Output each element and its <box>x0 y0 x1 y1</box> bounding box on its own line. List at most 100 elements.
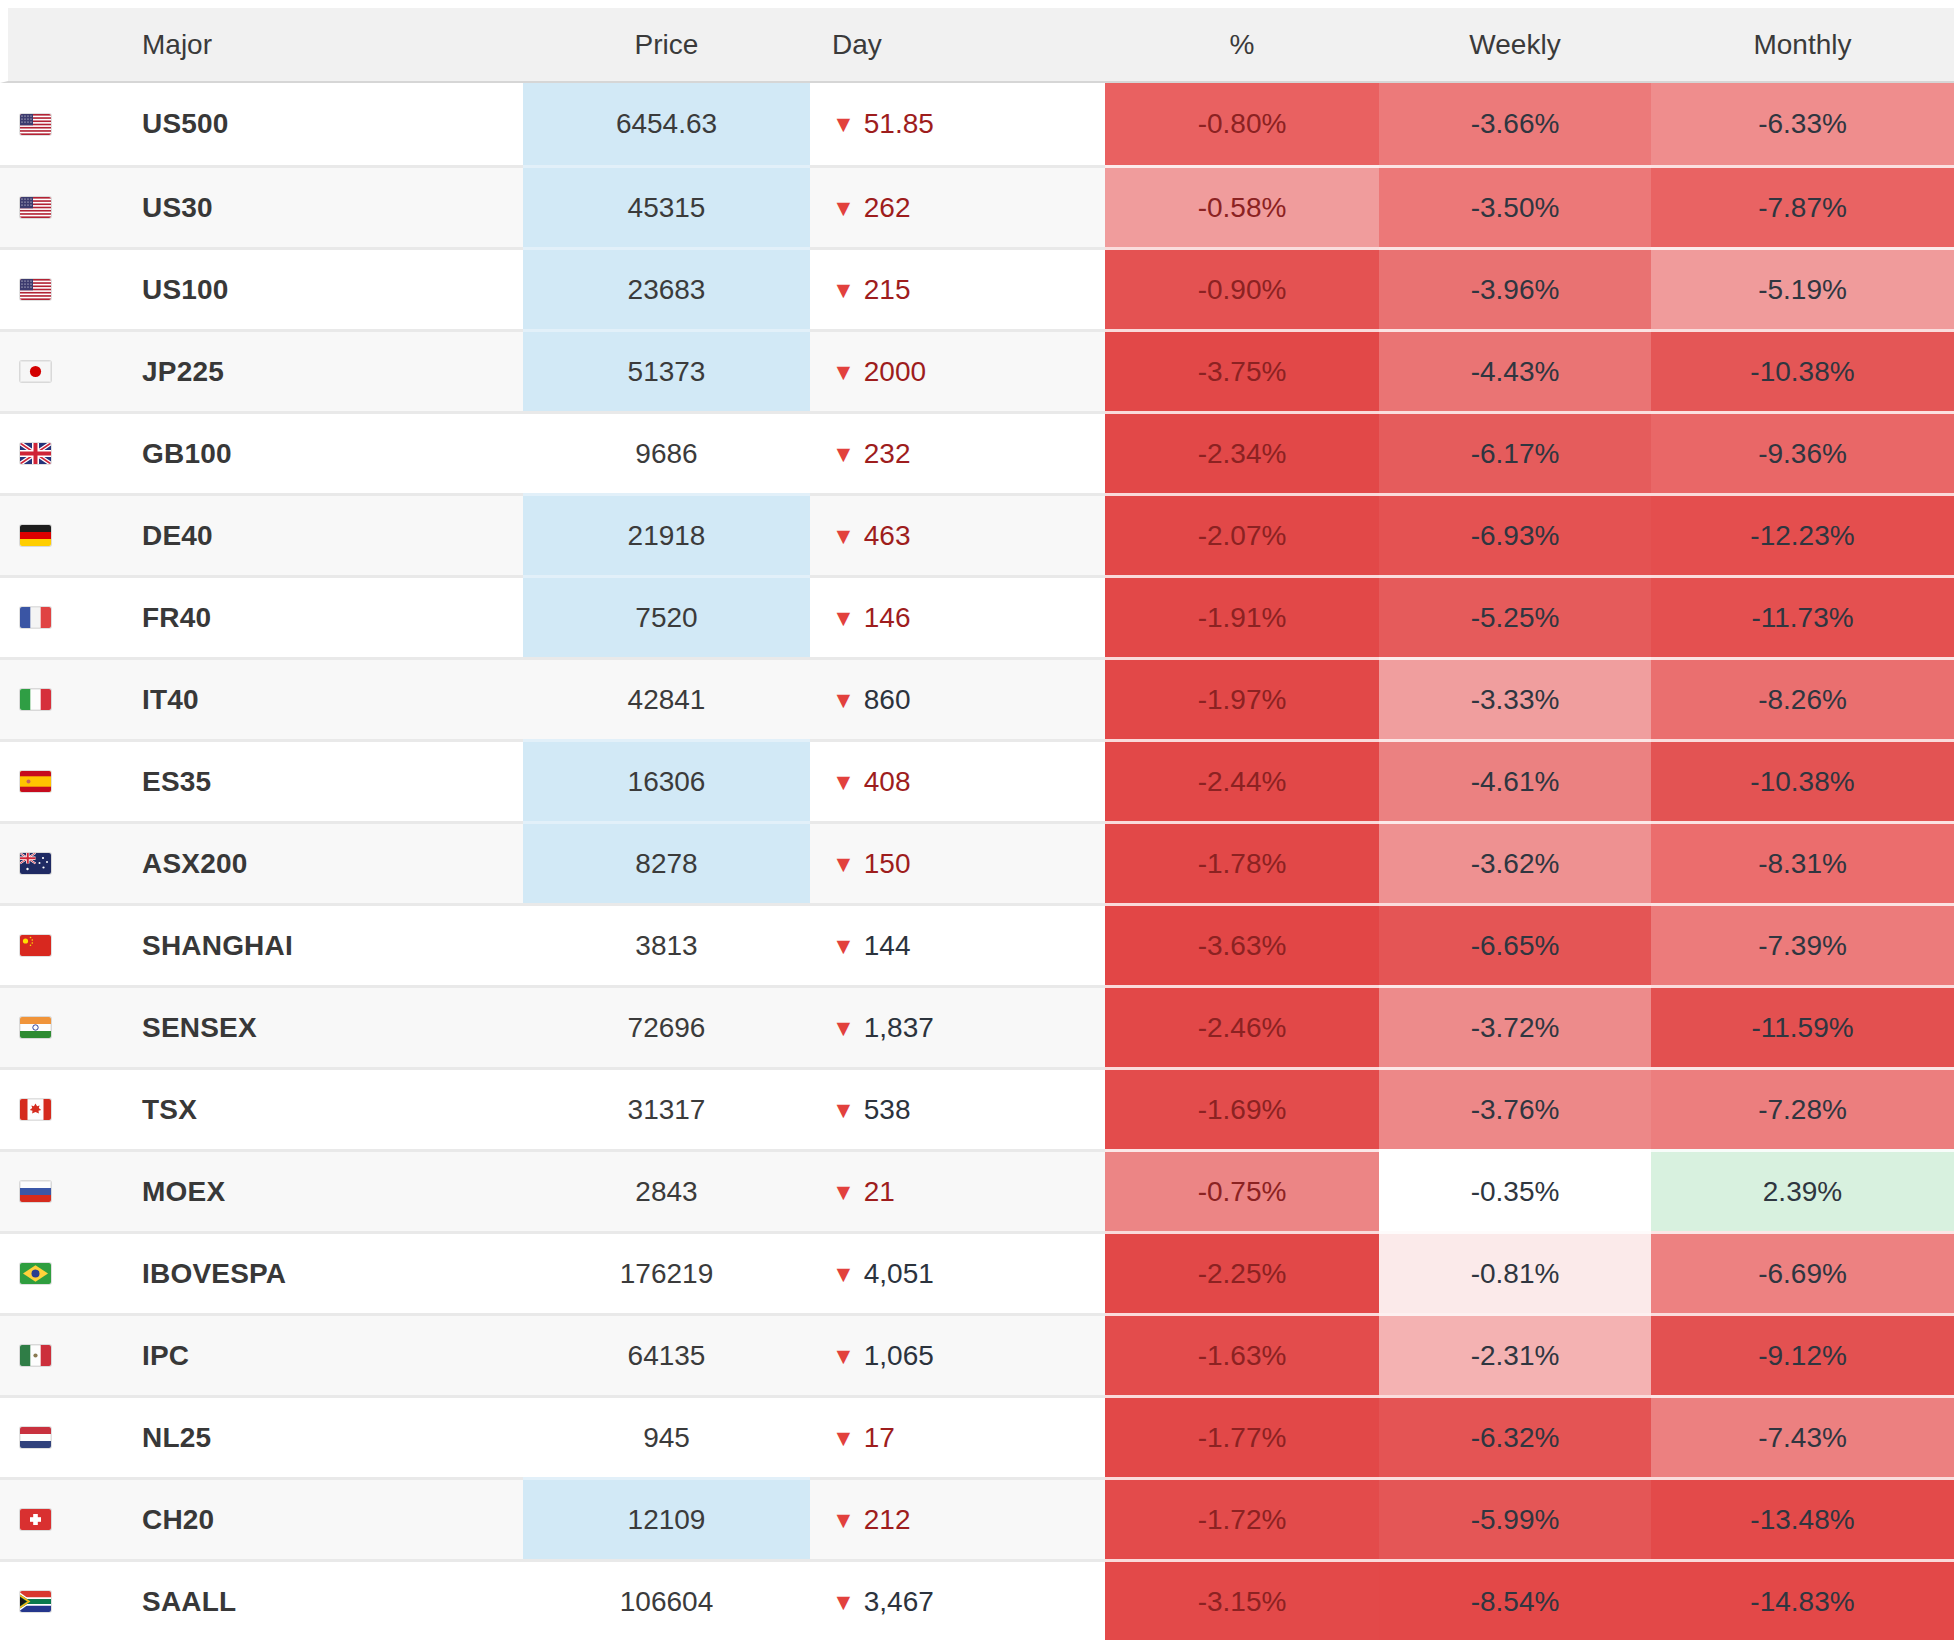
index-symbol[interactable]: SENSEX <box>100 985 523 1067</box>
monthly-percent-cell: -11.73% <box>1651 575 1954 657</box>
daily-percent-cell: -2.07% <box>1105 493 1379 575</box>
flag-netherlands-icon <box>20 1427 51 1448</box>
index-symbol[interactable]: NL25 <box>100 1395 523 1477</box>
flag-cell <box>0 821 100 903</box>
down-triangle-icon: ▼ <box>832 441 855 468</box>
day-change-value: 17 <box>864 1422 895 1453</box>
down-triangle-icon: ▼ <box>832 195 855 222</box>
flag-cell <box>0 247 100 329</box>
index-symbol[interactable]: US100 <box>100 247 523 329</box>
daily-percent-cell: -1.63% <box>1105 1313 1379 1395</box>
price-cell: 176219 <box>523 1231 810 1313</box>
flag-cell <box>0 411 100 493</box>
day-change-cell: ▼3,467 <box>810 1559 1105 1640</box>
col-header-major: Major <box>100 8 523 83</box>
flag-germany-icon <box>20 525 51 546</box>
index-symbol[interactable]: TSX <box>100 1067 523 1149</box>
index-symbol[interactable]: GB100 <box>100 411 523 493</box>
flag-cell <box>0 1395 100 1477</box>
day-change-cell: ▼2000 <box>810 329 1105 411</box>
flag-italy-icon <box>20 689 51 710</box>
index-symbol[interactable]: MOEX <box>100 1149 523 1231</box>
day-change-value: 262 <box>864 192 911 223</box>
index-symbol[interactable]: SHANGHAI <box>100 903 523 985</box>
index-symbol[interactable]: ASX200 <box>100 821 523 903</box>
day-change-value: 2000 <box>864 356 926 387</box>
day-change-value: 408 <box>864 766 911 797</box>
index-symbol[interactable]: US500 <box>100 83 523 165</box>
price-cell: 12109 <box>523 1477 810 1559</box>
flag-brazil-icon <box>20 1263 51 1284</box>
flag-cell <box>0 83 100 165</box>
weekly-percent-cell: -6.32% <box>1379 1395 1651 1477</box>
table-row: TSX 31317 ▼538 -1.69% -3.76% -7.28% <box>0 1067 1954 1149</box>
day-change-cell: ▼17 <box>810 1395 1105 1477</box>
day-change-cell: ▼463 <box>810 493 1105 575</box>
index-symbol[interactable]: DE40 <box>100 493 523 575</box>
day-change-cell: ▼ 860 <box>810 657 1105 739</box>
flag-cell <box>0 1067 100 1149</box>
flag-mexico-icon <box>20 1345 51 1366</box>
weekly-percent-cell: -0.81% <box>1379 1231 1651 1313</box>
flag-canada-icon <box>20 1099 51 1120</box>
monthly-percent-cell: -11.59% <box>1651 985 1954 1067</box>
flag-cell <box>0 985 100 1067</box>
monthly-percent-cell: -7.39% <box>1651 903 1954 985</box>
table-row: IBOVESPA 176219 ▼4,051 -2.25% -0.81% -6.… <box>0 1231 1954 1313</box>
monthly-percent-cell: -7.28% <box>1651 1067 1954 1149</box>
table-row: JP225 51373 ▼2000 -3.75% -4.43% -10.38% <box>0 329 1954 411</box>
table-row: SENSEX 72696 ▼1,837 -2.46% -3.72% -11.59… <box>0 985 1954 1067</box>
weekly-percent-cell: -3.62% <box>1379 821 1651 903</box>
day-change-cell: ▼215 <box>810 247 1105 329</box>
price-cell: 51373 <box>523 329 810 411</box>
daily-percent-cell: -2.46% <box>1105 985 1379 1067</box>
index-symbol[interactable]: IT40 <box>100 657 523 739</box>
flag-cell <box>0 903 100 985</box>
day-change-cell: ▼1,837 <box>810 985 1105 1067</box>
index-symbol[interactable]: FR40 <box>100 575 523 657</box>
down-triangle-icon: ▼ <box>832 1507 855 1534</box>
flag-cell <box>0 493 100 575</box>
day-change-value: 860 <box>864 684 911 715</box>
weekly-percent-cell: -2.31% <box>1379 1313 1651 1395</box>
down-triangle-icon: ▼ <box>832 1097 855 1124</box>
price-cell: 64135 <box>523 1313 810 1395</box>
weekly-percent-cell: -6.17% <box>1379 411 1651 493</box>
daily-percent-cell: -0.90% <box>1105 247 1379 329</box>
weekly-percent-cell: -3.76% <box>1379 1067 1651 1149</box>
price-cell: 45315 <box>523 165 810 247</box>
price-cell: 2843 <box>523 1149 810 1231</box>
day-change-value: 150 <box>864 848 911 879</box>
flag-cell <box>0 165 100 247</box>
index-symbol[interactable]: IBOVESPA <box>100 1231 523 1313</box>
weekly-percent-cell: -5.25% <box>1379 575 1651 657</box>
down-triangle-icon: ▼ <box>832 277 855 304</box>
daily-percent-cell: -2.25% <box>1105 1231 1379 1313</box>
monthly-percent-cell: -8.26% <box>1651 657 1954 739</box>
monthly-percent-cell: -6.33% <box>1651 83 1954 165</box>
weekly-percent-cell: -8.54% <box>1379 1559 1651 1640</box>
table-row: ASX200 8278 ▼150 -1.78% -3.62% -8.31% <box>0 821 1954 903</box>
price-cell: 21918 <box>523 493 810 575</box>
price-cell: 6454.63 <box>523 83 810 165</box>
monthly-percent-cell: 2.39% <box>1651 1149 1954 1231</box>
weekly-percent-cell: -4.61% <box>1379 739 1651 821</box>
flag-cell <box>0 1313 100 1395</box>
col-header-monthly: Monthly <box>1651 8 1954 83</box>
monthly-percent-cell: -8.31% <box>1651 821 1954 903</box>
day-change-value: 232 <box>864 438 911 469</box>
weekly-percent-cell: -0.35% <box>1379 1149 1651 1231</box>
day-change-cell: ▼150 <box>810 821 1105 903</box>
index-symbol[interactable]: CH20 <box>100 1477 523 1559</box>
price-cell: 72696 <box>523 985 810 1067</box>
down-triangle-icon: ▼ <box>832 687 855 714</box>
index-symbol[interactable]: ES35 <box>100 739 523 821</box>
daily-percent-cell: -1.69% <box>1105 1067 1379 1149</box>
day-change-value: 463 <box>864 520 911 551</box>
index-symbol[interactable]: JP225 <box>100 329 523 411</box>
table-row: GB100 9686 ▼232 -2.34% -6.17% -9.36% <box>0 411 1954 493</box>
index-symbol[interactable]: US30 <box>100 165 523 247</box>
down-triangle-icon: ▼ <box>832 605 855 632</box>
index-symbol[interactable]: IPC <box>100 1313 523 1395</box>
index-symbol[interactable]: SAALL <box>100 1559 523 1640</box>
